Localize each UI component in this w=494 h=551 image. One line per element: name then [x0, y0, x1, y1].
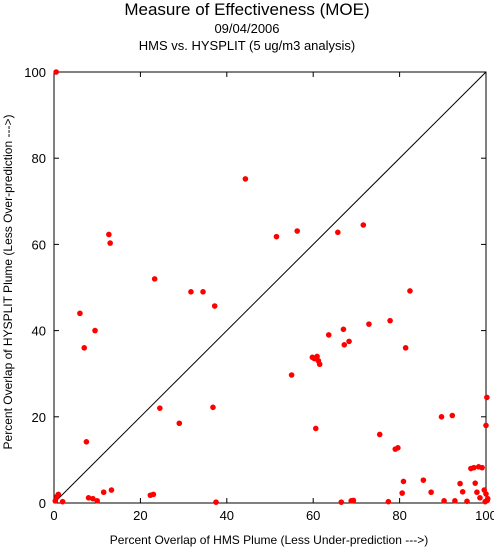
data-point	[176, 420, 183, 427]
data-point	[151, 276, 158, 282]
y-axis-label: Percent Overlap of HYSPLIT Plume (Less O…	[1, 115, 15, 450]
data-point	[59, 498, 66, 505]
data-point	[92, 327, 98, 334]
data-point	[242, 176, 249, 182]
x-tick-label: 40	[220, 508, 234, 523]
chart-subtitle: HMS vs. HYSPLIT (5 ug/m3 analysis)	[138, 38, 356, 53]
data-point	[395, 445, 401, 451]
data-point	[210, 404, 216, 411]
data-point	[477, 495, 483, 501]
data-point	[459, 488, 466, 495]
title-block: Measure of Effectiveness (MOE) 09/04/200…	[0, 0, 494, 54]
data-point	[346, 338, 352, 345]
data-point	[484, 394, 490, 401]
data-point	[90, 495, 96, 502]
data-point	[387, 317, 393, 324]
data-point	[360, 222, 367, 228]
y-tick-label: 20	[32, 410, 46, 425]
y-tick-label: 40	[32, 324, 46, 339]
data-point	[81, 345, 88, 351]
chart-date: 09/04/2006	[214, 21, 280, 36]
data-point	[449, 412, 456, 419]
data-point	[314, 353, 320, 360]
x-axis-label: Percent Overlap of HMS Plume (Less Under…	[110, 533, 428, 547]
x-tick-label: 20	[133, 508, 147, 523]
data-point	[312, 425, 319, 432]
data-point	[288, 372, 295, 378]
data-point	[402, 345, 409, 351]
data-point	[106, 231, 112, 238]
data-point	[316, 361, 323, 368]
data-point	[85, 495, 92, 501]
data-point	[52, 498, 59, 504]
data-point	[428, 489, 434, 496]
data-point	[157, 405, 163, 411]
data-point	[108, 487, 115, 493]
x-tick-label: 0	[50, 508, 57, 523]
data-point	[211, 303, 218, 309]
data-point	[150, 491, 157, 498]
data-point	[464, 498, 470, 505]
diagonal-line	[53, 71, 487, 504]
data-point	[452, 498, 458, 504]
plot-area: 0 20 40 60 80 100 0 20 40 60 80 100	[24, 65, 494, 523]
data-point	[53, 69, 59, 75]
x-tick-label: 60	[306, 508, 320, 523]
data-point	[213, 499, 219, 505]
data-point	[350, 497, 357, 504]
data-point	[94, 498, 100, 504]
data-point	[399, 490, 405, 496]
data-point	[341, 342, 348, 348]
data-point	[472, 480, 479, 486]
data-point	[483, 422, 489, 429]
x-tick-label: 100	[475, 508, 494, 523]
data-point	[325, 332, 332, 338]
data-point	[200, 289, 206, 295]
data-point	[83, 438, 90, 445]
data-point	[479, 464, 485, 471]
data-point	[420, 477, 427, 483]
data-point	[340, 326, 347, 333]
data-point	[294, 228, 301, 234]
y-tick-label: 0	[39, 496, 46, 511]
data-point	[273, 233, 280, 240]
data-point	[457, 480, 463, 487]
data-point	[338, 499, 345, 505]
data-point	[77, 310, 83, 317]
data-point	[100, 489, 107, 496]
y-tick-label: 100	[24, 65, 46, 80]
data-point	[385, 498, 392, 505]
data-point	[107, 240, 113, 246]
y-tick-label: 60	[32, 237, 46, 252]
data-point	[366, 321, 372, 327]
chart-title: Measure of Effectiveness (MOE)	[124, 0, 370, 19]
data-point	[407, 288, 413, 294]
data-point	[483, 491, 489, 497]
data-point	[335, 229, 341, 236]
data-point	[471, 464, 477, 471]
data-point	[400, 478, 407, 485]
plot-frame	[53, 71, 487, 504]
y-tick-label: 80	[32, 151, 46, 166]
data-point	[484, 495, 491, 502]
data-point	[55, 491, 62, 498]
data-point	[188, 289, 194, 295]
x-tick-label: 80	[392, 508, 406, 523]
data-point	[376, 431, 383, 438]
data-point	[441, 498, 447, 504]
data-point	[474, 489, 480, 496]
data-point	[438, 414, 445, 420]
